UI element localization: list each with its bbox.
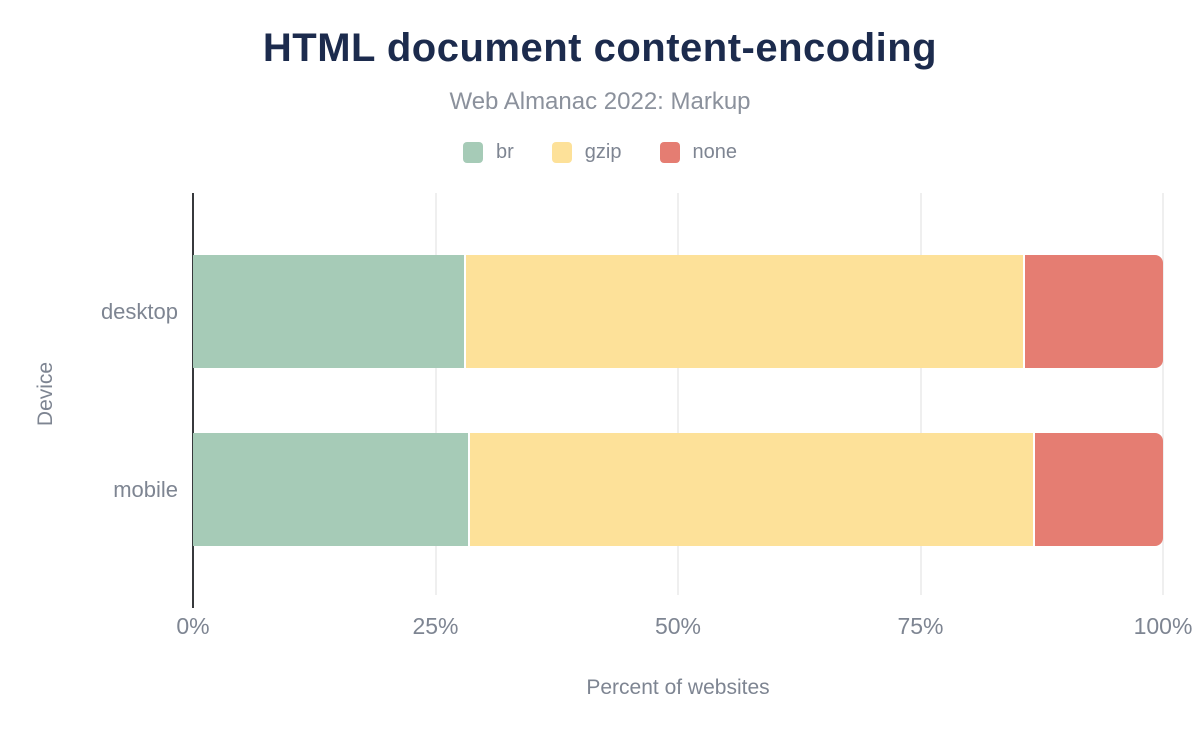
- x-tick-0: 0%: [176, 613, 210, 639]
- legend-label-none: none: [692, 141, 738, 163]
- chart-subtitle: Web Almanac 2022: Markup: [449, 88, 751, 115]
- x-axis-ticks: 0% 25% 50% 75% 100%: [176, 613, 1192, 643]
- bar-segment-desktop-gzip[interactable]: [463, 255, 1024, 368]
- legend-label-br: br: [496, 141, 514, 163]
- x-tick-100: 100%: [1133, 613, 1193, 639]
- gridline-75: [919, 193, 922, 595]
- category-label-mobile: mobile: [113, 476, 178, 502]
- bar-segment-desktop-none[interactable]: [1023, 255, 1163, 368]
- plot-area: desktop mobile: [101, 193, 1164, 608]
- legend-item-br: br: [463, 141, 514, 164]
- chart-title: HTML document content-encoding: [262, 26, 938, 70]
- category-label-desktop: desktop: [100, 298, 178, 324]
- bar-segment-mobile-none[interactable]: [1033, 433, 1163, 546]
- x-axis-title: Percent of websites: [586, 676, 770, 699]
- gridline-25: [434, 193, 437, 595]
- bar-segment-desktop-br[interactable]: [193, 255, 464, 368]
- legend-swatch-gzip: [551, 142, 572, 163]
- x-tick-50: 50%: [654, 613, 702, 639]
- bar-mobile: [193, 433, 1163, 546]
- legend: br gzip none: [0, 141, 1200, 164]
- legend-swatch-br: [463, 142, 483, 163]
- legend-item-none: none: [659, 141, 738, 164]
- y-axis-title: Device: [34, 361, 57, 427]
- bar-desktop: [193, 255, 1163, 368]
- x-tick-75: 75%: [897, 613, 944, 639]
- gridline-100: [1162, 193, 1164, 595]
- legend-swatch-none: [659, 142, 680, 163]
- y-axis-line: [192, 193, 194, 608]
- bar-segment-mobile-gzip[interactable]: [467, 433, 1033, 546]
- legend-item-gzip: gzip: [551, 141, 622, 164]
- bar-segment-mobile-br[interactable]: [193, 433, 468, 546]
- legend-label-gzip: gzip: [584, 141, 622, 163]
- gridline-50: [677, 193, 679, 595]
- x-tick-25: 25%: [412, 613, 459, 639]
